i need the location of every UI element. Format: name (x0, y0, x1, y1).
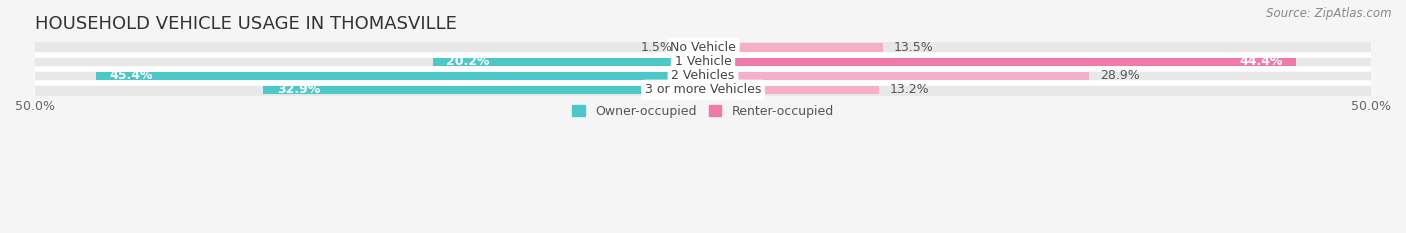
Text: 45.4%: 45.4% (110, 69, 153, 82)
Text: No Vehicle: No Vehicle (671, 41, 735, 54)
Text: 20.2%: 20.2% (447, 55, 489, 68)
Text: 3 or more Vehicles: 3 or more Vehicles (645, 83, 761, 96)
Bar (35, 56, 1371, 68)
Bar (433, 58, 703, 66)
Bar (35, 42, 1371, 54)
Bar (703, 58, 1296, 66)
Text: 2 Vehicles: 2 Vehicles (672, 69, 734, 82)
Text: 28.9%: 28.9% (1099, 69, 1139, 82)
Bar (703, 72, 1090, 80)
Text: 1 Vehicle: 1 Vehicle (675, 55, 731, 68)
Bar (703, 44, 883, 52)
Text: 44.4%: 44.4% (1239, 55, 1282, 68)
Bar (35, 70, 1371, 82)
Text: 13.2%: 13.2% (890, 83, 929, 96)
Bar (703, 86, 879, 94)
Bar (35, 84, 1371, 96)
Text: 32.9%: 32.9% (277, 83, 321, 96)
Text: 13.5%: 13.5% (894, 41, 934, 54)
Text: 1.5%: 1.5% (640, 41, 672, 54)
Text: Source: ZipAtlas.com: Source: ZipAtlas.com (1267, 7, 1392, 20)
Bar (683, 44, 703, 52)
Text: HOUSEHOLD VEHICLE USAGE IN THOMASVILLE: HOUSEHOLD VEHICLE USAGE IN THOMASVILLE (35, 15, 457, 33)
Bar (97, 72, 703, 80)
Bar (263, 86, 703, 94)
Legend: Owner-occupied, Renter-occupied: Owner-occupied, Renter-occupied (568, 100, 838, 123)
